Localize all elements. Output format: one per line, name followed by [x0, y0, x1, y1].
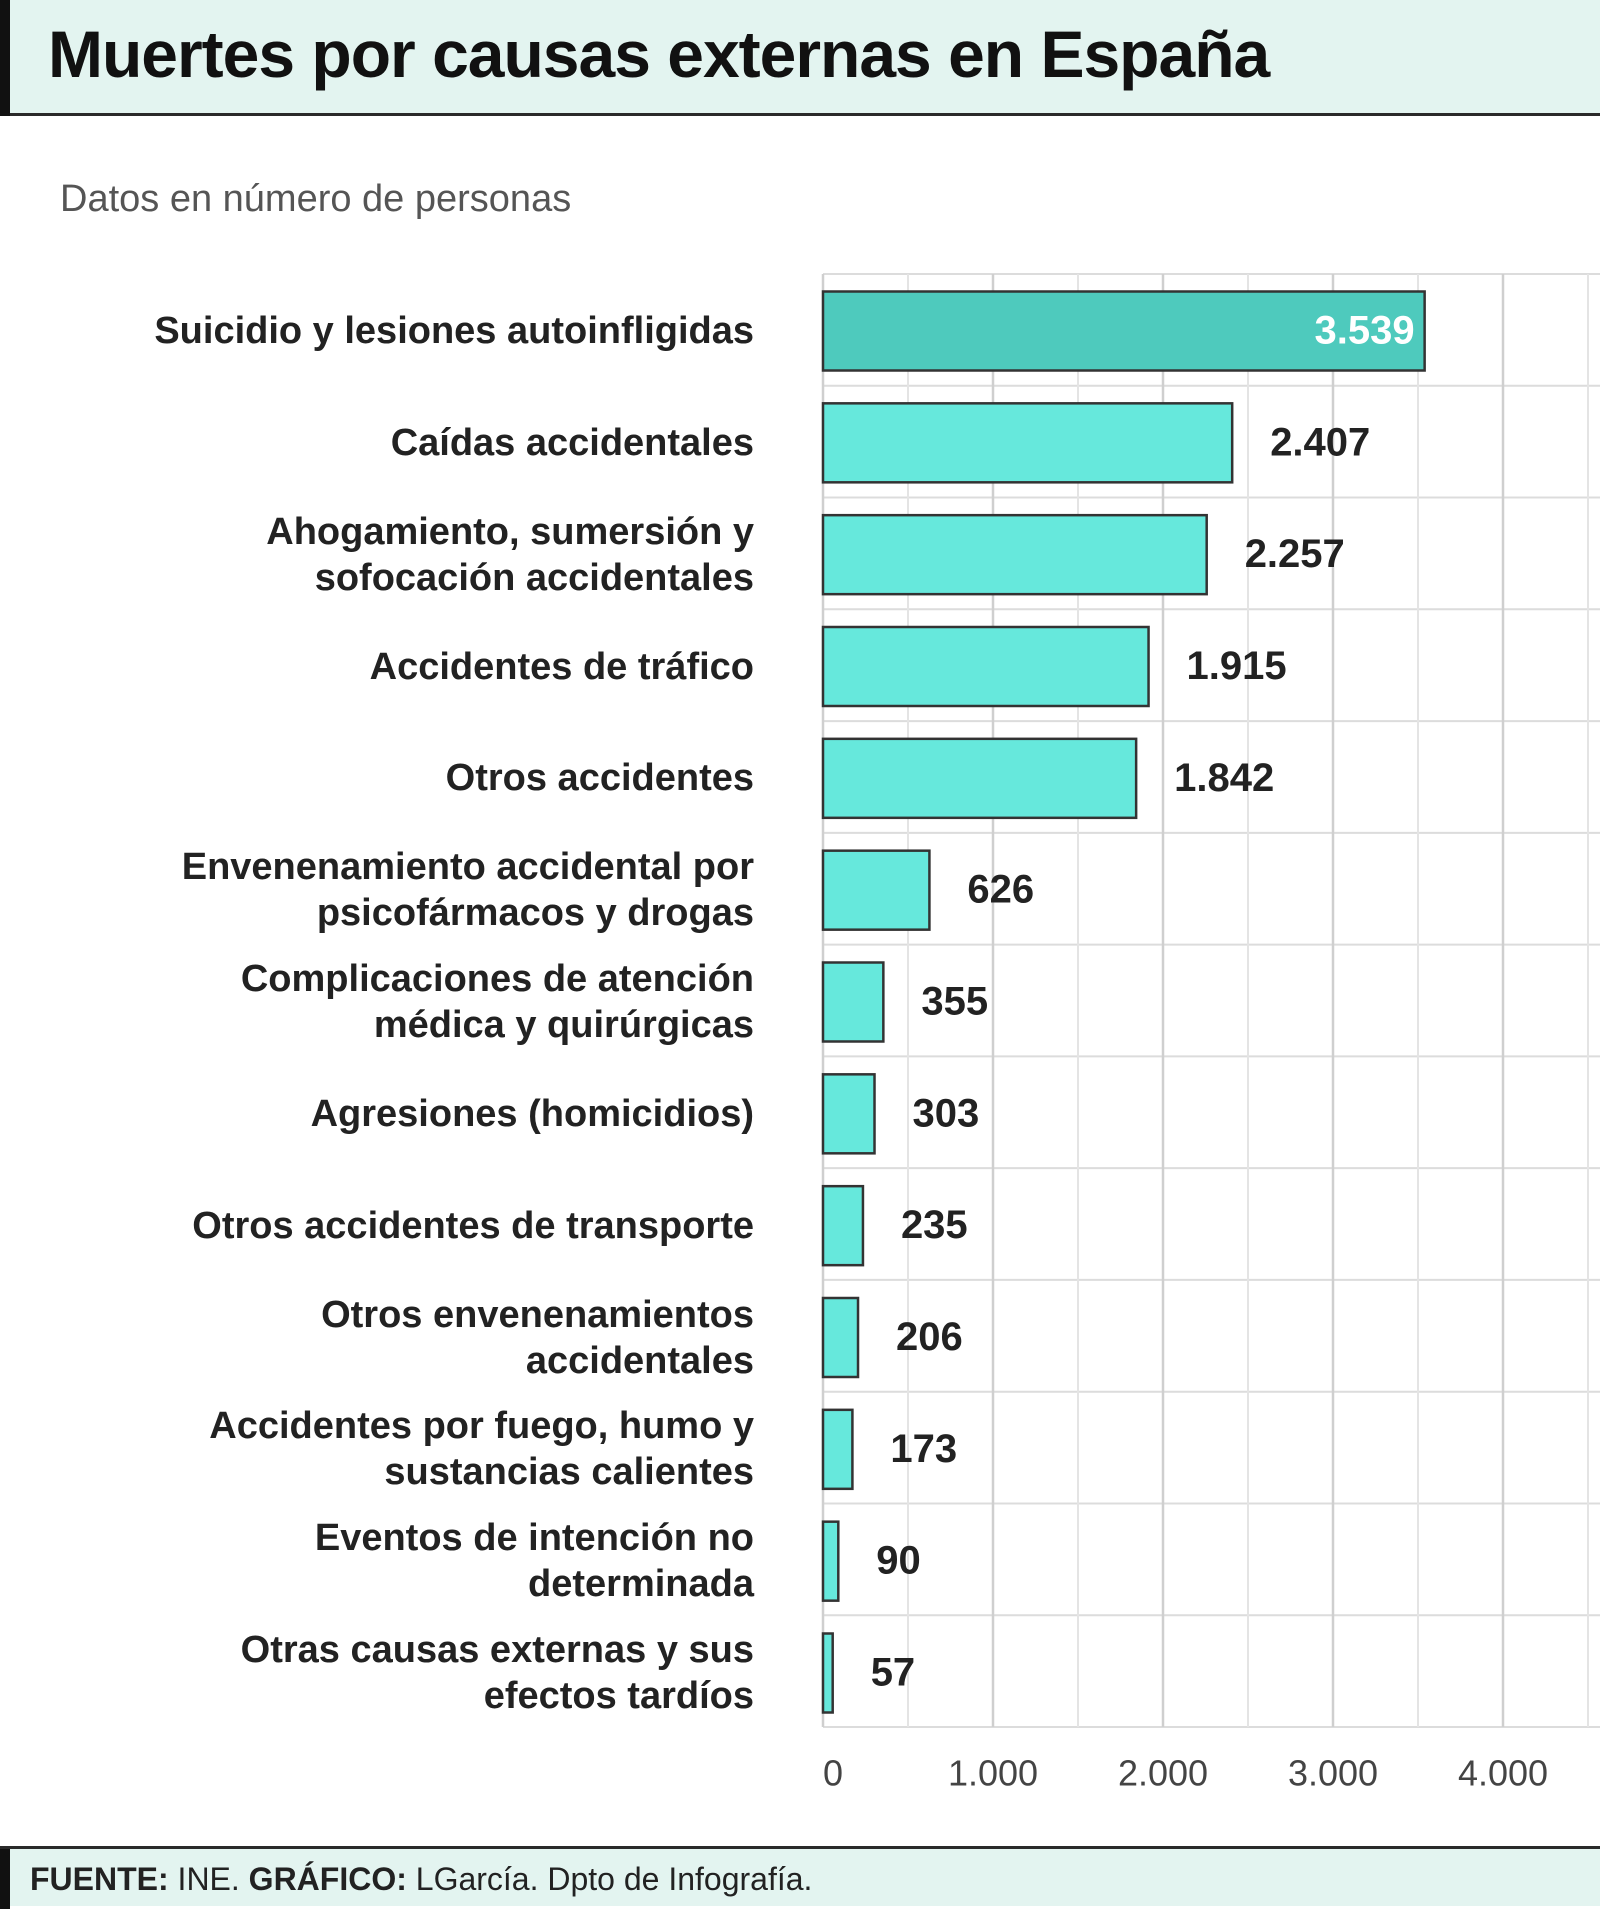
bar [821, 737, 1138, 820]
value-label: 1.915 [1187, 644, 1287, 688]
value-label: 303 [913, 1091, 980, 1135]
footer-text: FUENTE: INE. GRÁFICO: LGarcía. Dpto de I… [30, 1861, 812, 1898]
category-label: Otros envenenamientos accidentales [321, 1293, 754, 1382]
footer: FUENTE: INE. GRÁFICO: LGarcía. Dpto de I… [0, 1846, 1600, 1909]
footer-accent [0, 1849, 10, 1909]
category-label: Suicidio y lesiones autoinfligidas [154, 310, 754, 352]
category-label: Otras causas externas y sus efectos tard… [240, 1629, 754, 1717]
category-label: Caídas accidentales [390, 421, 754, 464]
source: INE. [177, 1861, 240, 1897]
category-label: Accidentes de tráfico [369, 645, 754, 688]
value-label: 57 [871, 1651, 916, 1695]
category-label: Ahogamiento, sumersión y sofocación acci… [266, 510, 754, 599]
bar [821, 402, 1234, 484]
category-label: Envenenamiento accidental por psicofárma… [181, 846, 754, 935]
category-label: Agresiones (homicidios) [310, 1092, 754, 1135]
bar [821, 513, 1208, 596]
credit-label: GRÁFICO: [248, 1861, 407, 1897]
credit: LGarcía. Dpto de Infografía. [415, 1861, 813, 1897]
x-tick-label: 3.000 [1288, 1753, 1378, 1794]
category-label: Otros accidentes de transporte [192, 1204, 754, 1247]
value-label: 2.257 [1245, 532, 1345, 576]
chart-title: Muertes por causas externas en España [48, 17, 1270, 91]
value-label: 3.539 [1315, 309, 1415, 353]
source-label: FUENTE: [30, 1861, 169, 1897]
value-label: 90 [876, 1539, 921, 1583]
value-label: 2.407 [1270, 420, 1370, 464]
title-accent [0, 0, 10, 116]
chart: 0 1.000 2.000 3.000 4.000 3.539 2.407 2.257 1.91… [821, 273, 1600, 1794]
chart-subtitle: Datos en número de personas [60, 178, 572, 220]
x-tick-label: 1.000 [948, 1753, 1038, 1794]
x-tick-label: 0 [823, 1753, 843, 1794]
category-label: Accidentes por fuego, humo y sustancias … [209, 1405, 754, 1494]
bar [821, 290, 1426, 372]
value-label: 355 [921, 980, 988, 1024]
title-bar: Muertes por causas externas en España [0, 0, 1600, 116]
value-label: 626 [967, 868, 1034, 912]
x-tick-label: 2.000 [1118, 1753, 1208, 1794]
bar [821, 1408, 854, 1491]
bar [821, 961, 885, 1043]
value-label: 173 [890, 1427, 957, 1471]
bar [821, 1296, 860, 1379]
bar [821, 1632, 834, 1714]
category-label: Otros accidentes [445, 757, 754, 800]
bar [821, 1073, 876, 1155]
category-label: Eventos de intención no determinada [314, 1517, 754, 1606]
value-label: 235 [901, 1203, 968, 1247]
bar [821, 1520, 840, 1602]
bar [821, 849, 931, 931]
value-label: 206 [896, 1315, 963, 1359]
value-label: 1.842 [1174, 756, 1274, 800]
bar [821, 1184, 865, 1267]
x-tick-label: 4.000 [1458, 1753, 1548, 1794]
bar [821, 625, 1150, 708]
category-label: Complicaciones de atención médica y quir… [240, 958, 754, 1046]
